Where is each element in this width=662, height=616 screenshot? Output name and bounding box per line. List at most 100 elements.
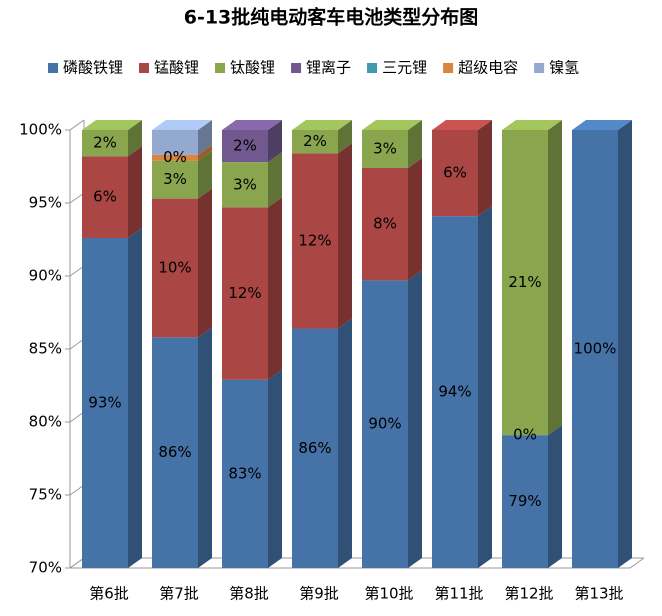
data-label: 2% bbox=[233, 137, 257, 155]
data-label: 2% bbox=[303, 132, 327, 150]
bar-segment bbox=[362, 280, 408, 568]
data-label: 94% bbox=[438, 383, 471, 401]
y-tick-label: 70% bbox=[29, 559, 62, 577]
bar-segment bbox=[502, 435, 548, 568]
x-tick-label: 第9批 bbox=[299, 585, 339, 603]
data-label: 79% bbox=[508, 492, 541, 510]
bar-side bbox=[268, 152, 282, 208]
bar-top bbox=[432, 120, 492, 130]
bar-side bbox=[128, 146, 142, 239]
bar-side bbox=[338, 120, 352, 154]
data-label: 8% bbox=[373, 215, 397, 233]
legend-swatch bbox=[367, 63, 378, 73]
bar-top bbox=[292, 120, 352, 130]
bar-segment bbox=[222, 130, 268, 163]
data-label: 3% bbox=[163, 170, 187, 188]
bar-side bbox=[198, 144, 212, 161]
bar-segment bbox=[152, 154, 198, 161]
axis-edge bbox=[69, 192, 85, 204]
y-tick-label: 85% bbox=[29, 340, 62, 358]
bar-side bbox=[268, 369, 282, 568]
data-label: 6% bbox=[443, 164, 467, 182]
y-tick-label: 75% bbox=[29, 486, 62, 504]
legend-label: 磷酸铁锂 bbox=[63, 59, 123, 77]
bar-side bbox=[548, 425, 562, 568]
axis-edge bbox=[69, 484, 85, 496]
axis-edge bbox=[69, 119, 85, 131]
bar-segment bbox=[222, 162, 268, 208]
bar-segment bbox=[152, 130, 198, 155]
legend-label: 锰酸锂 bbox=[154, 59, 199, 77]
legend-swatch bbox=[139, 63, 150, 73]
data-label: 0% bbox=[163, 148, 187, 166]
data-label: 83% bbox=[228, 464, 261, 482]
legend-label: 超级电容 bbox=[458, 59, 518, 77]
x-tick-label: 第10批 bbox=[364, 585, 413, 603]
bar-side bbox=[408, 157, 422, 281]
data-label: 12% bbox=[298, 231, 331, 249]
x-tick-label: 第11批 bbox=[434, 585, 483, 603]
bar-segment bbox=[82, 130, 128, 157]
bar-side bbox=[268, 197, 282, 380]
data-label: 86% bbox=[158, 443, 191, 461]
bar-segment bbox=[292, 130, 338, 154]
bar-segment bbox=[432, 216, 478, 568]
legend-label: 镍氢 bbox=[549, 59, 579, 77]
data-label: 100% bbox=[574, 340, 617, 358]
data-label: 86% bbox=[298, 439, 331, 457]
legend-swatch bbox=[291, 63, 302, 73]
x-tick-label: 第13批 bbox=[574, 585, 623, 603]
legend-label: 锂离子 bbox=[306, 59, 351, 77]
bar-segment bbox=[82, 156, 128, 239]
legend-label: 钛酸锂 bbox=[230, 59, 275, 77]
bar-side bbox=[128, 120, 142, 157]
bar-segment bbox=[572, 130, 618, 568]
data-label: 6% bbox=[93, 188, 117, 206]
data-label: 2% bbox=[93, 134, 117, 152]
y-tick-label: 95% bbox=[29, 194, 62, 212]
bar-top bbox=[152, 120, 212, 130]
y-tick-label: 80% bbox=[29, 413, 62, 431]
bar-top bbox=[572, 120, 632, 130]
bar-side bbox=[338, 143, 352, 329]
legend-swatch bbox=[534, 63, 545, 73]
bar-side bbox=[198, 150, 212, 199]
data-label: 0% bbox=[513, 426, 537, 444]
bar-side bbox=[128, 228, 142, 569]
bar-side bbox=[618, 120, 632, 568]
bar-side bbox=[478, 206, 492, 568]
data-label: 10% bbox=[158, 258, 191, 276]
legend-swatch bbox=[48, 63, 58, 73]
data-label: 3% bbox=[233, 175, 257, 193]
bar-segment bbox=[362, 130, 408, 168]
bar-segment bbox=[432, 130, 478, 217]
bar-segment bbox=[82, 238, 128, 569]
bar-segment bbox=[152, 198, 198, 338]
bar-top bbox=[502, 120, 562, 130]
bar-side bbox=[268, 120, 282, 163]
x-tick-label: 第8批 bbox=[229, 585, 269, 603]
legend-swatch bbox=[215, 63, 226, 73]
bar-segment bbox=[292, 153, 338, 329]
bar-segment bbox=[222, 207, 268, 380]
bar-top bbox=[362, 120, 422, 130]
y-tick-label: 100% bbox=[19, 121, 62, 139]
bar-side bbox=[198, 120, 212, 155]
bar-side bbox=[338, 318, 352, 568]
bar-segment bbox=[502, 130, 548, 436]
x-tick-label: 第6批 bbox=[89, 585, 129, 603]
chart-title: 6-13批纯电动客车电池类型分布图 bbox=[184, 6, 479, 29]
bar-top bbox=[222, 120, 282, 130]
legend-swatch bbox=[443, 63, 454, 73]
data-label: 3% bbox=[373, 139, 397, 157]
legend-label: 三元锂 bbox=[382, 59, 427, 77]
bar-segment bbox=[152, 337, 198, 568]
data-label: 21% bbox=[508, 273, 541, 291]
y-tick-label: 90% bbox=[29, 267, 62, 285]
axis-edge bbox=[69, 338, 85, 350]
bar-top bbox=[82, 120, 142, 130]
data-label: 12% bbox=[228, 284, 261, 302]
bar-side bbox=[478, 120, 492, 217]
bar-segment bbox=[222, 379, 268, 568]
